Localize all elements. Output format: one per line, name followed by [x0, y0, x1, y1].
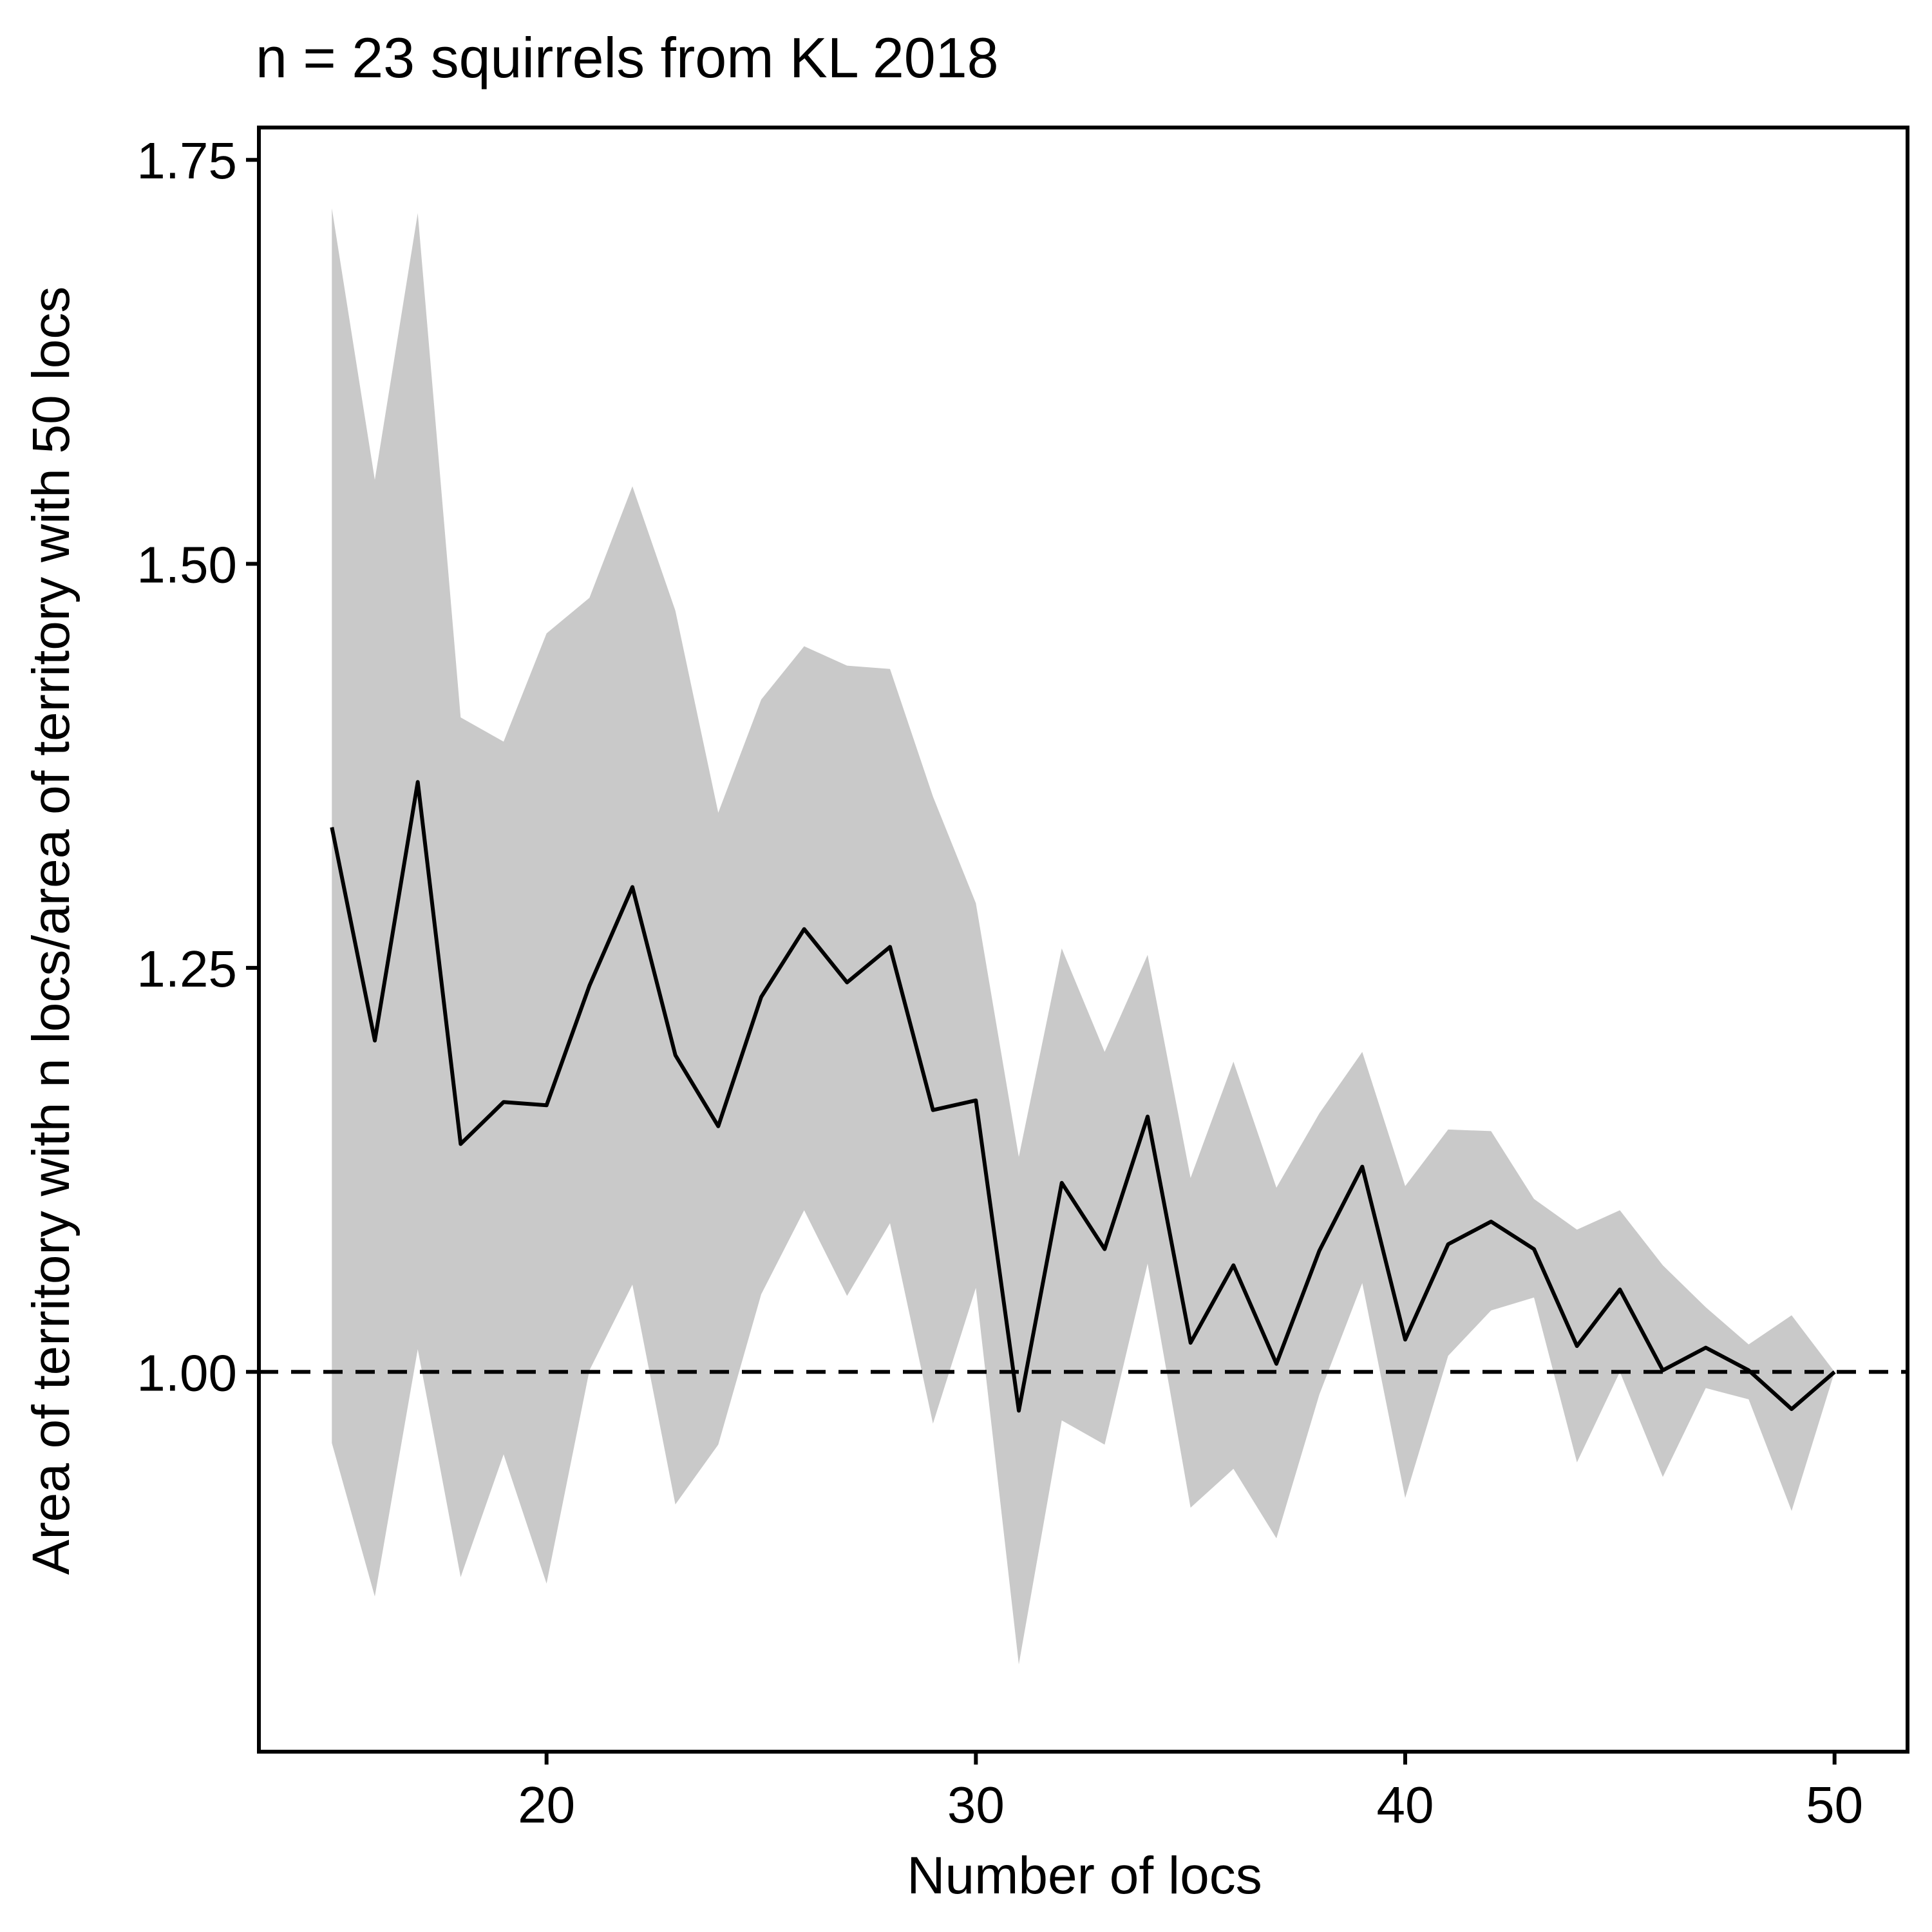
y-tick-label-1.25: 1.25 [137, 940, 237, 998]
y-axis-label: Area of territory with n locs/area of te… [22, 287, 80, 1575]
x-tick-label-30: 30 [947, 1776, 1005, 1833]
confidence-band [332, 208, 1835, 1665]
x-axis: 20 30 40 50 [518, 1752, 1863, 1833]
plot-area [259, 208, 1908, 1665]
y-tick-label-1.00: 1.00 [137, 1344, 237, 1401]
y-tick-label-1.50: 1.50 [137, 536, 237, 594]
x-tick-label-50: 50 [1806, 1776, 1863, 1833]
y-axis: 1.00 1.25 1.50 1.75 [137, 132, 259, 1401]
chart-title: n = 23 squirrels from KL 2018 [256, 26, 999, 90]
x-tick-label-20: 20 [518, 1776, 575, 1833]
plot-frame [257, 126, 1909, 1754]
x-axis-label: Number of locs [907, 1846, 1262, 1905]
mean-ratio-line [330, 780, 1836, 1413]
x-tick-label-40: 40 [1377, 1776, 1434, 1833]
y-tick-label-1.75: 1.75 [137, 132, 237, 189]
